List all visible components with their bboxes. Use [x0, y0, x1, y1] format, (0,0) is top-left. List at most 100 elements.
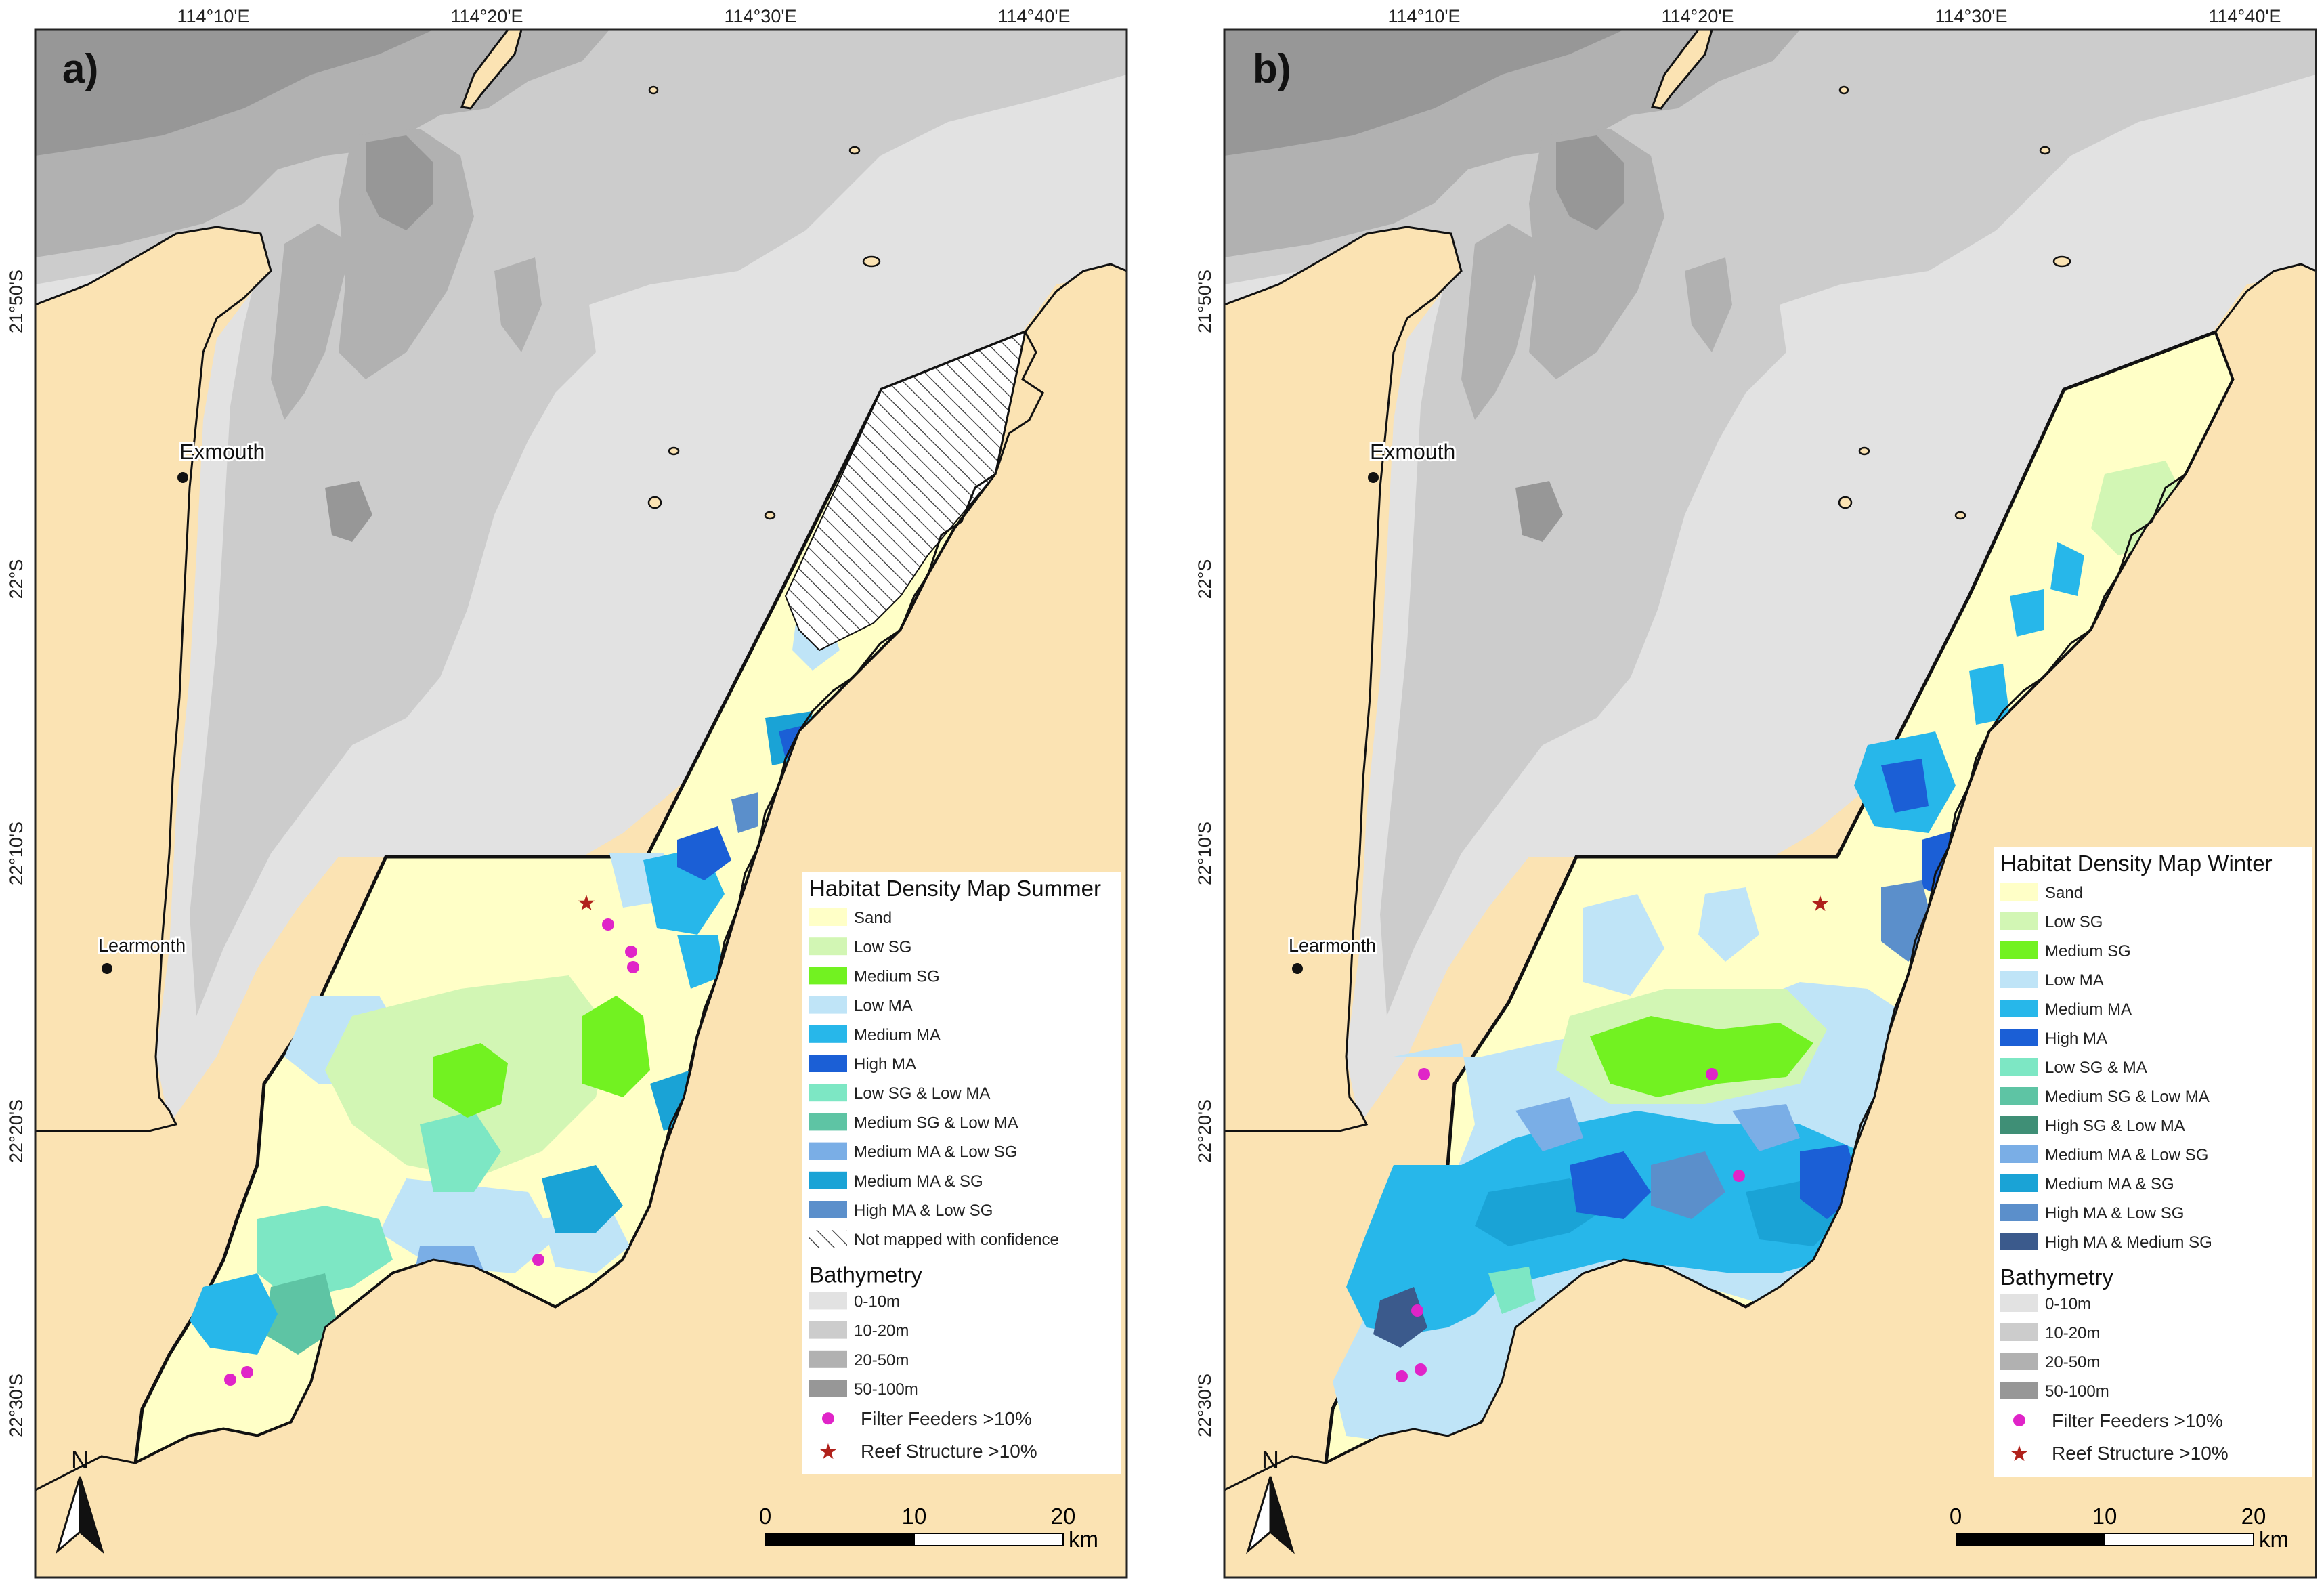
- legend-bathy-label: 10-20m: [2045, 1324, 2100, 1342]
- legend-swatch: [2000, 912, 2038, 930]
- lat-label: 21°50'S: [1195, 270, 1215, 333]
- legend-item-label: High MA & Medium SG: [2045, 1233, 2212, 1252]
- place-exmouth: Exmouth: [1370, 440, 1455, 464]
- legend-bathy-label: 20-50m: [854, 1351, 909, 1369]
- legend-item-label: Sand: [854, 909, 892, 927]
- lat-label: 22°30'S: [1195, 1374, 1215, 1437]
- scale-tick-label: 10: [902, 1504, 927, 1529]
- legend: Habitat Density Map Summer Sand Low SG Medi…: [802, 872, 1121, 1474]
- ocean-20-50m-shoal: [1461, 129, 1732, 420]
- reef-point: ★: [2313, 421, 2324, 445]
- legend-item-label: Medium SG: [854, 967, 940, 985]
- exmouth-dot: [1368, 472, 1379, 483]
- legend-swatch: [809, 908, 847, 926]
- ocean-50-100m: [35, 30, 433, 156]
- legend-swatch: [809, 1380, 847, 1397]
- north-arrow: N: [56, 1446, 104, 1554]
- legend-swatch: [2000, 1323, 2038, 1341]
- legend-item-label: Medium SG: [2045, 942, 2131, 960]
- panel-label: b): [1253, 46, 1291, 91]
- legend-swatch: [2000, 1294, 2038, 1312]
- lat-label: 21°50'S: [6, 270, 26, 333]
- legend-swatch: [2000, 1382, 2038, 1399]
- legend-item-label: Low MA: [2045, 971, 2104, 990]
- legend-swatch: [809, 1025, 847, 1043]
- legend-bathy-label: 50-100m: [2045, 1382, 2109, 1401]
- scale-bar: 0 10 20 km: [759, 1504, 1098, 1552]
- legend-bathy-label: 20-50m: [2045, 1353, 2100, 1372]
- legend-swatch: [809, 1171, 847, 1189]
- learmonth-dot: [1292, 963, 1303, 974]
- legend-bathy-label: 50-100m: [854, 1380, 918, 1399]
- legend-bathy-label: 0-10m: [854, 1292, 900, 1311]
- lat-label: 22°S: [6, 559, 26, 599]
- legend-item-label: Medium MA & SG: [2045, 1175, 2174, 1193]
- learmonth-dot: [102, 963, 112, 974]
- filter-feeder-point: [224, 1374, 236, 1386]
- scale-tick-label: 0: [1950, 1504, 1962, 1529]
- legend-reef-symbol: ★: [819, 1439, 838, 1464]
- legend-item-label: High MA & Low SG: [2045, 1204, 2184, 1223]
- legend-reef-label: Reef Structure >10%: [861, 1441, 1037, 1462]
- filter-feeder-point: [627, 961, 639, 973]
- legend-item-label: Medium SG & Low MA: [2045, 1088, 2210, 1106]
- islets: [1838, 85, 2071, 520]
- filter-feeder-point: [1415, 1363, 1427, 1376]
- legend-title: Habitat Density Map Winter: [2000, 851, 2273, 876]
- lat-label: 22°20'S: [6, 1099, 26, 1163]
- exmouth-dot: [177, 472, 188, 483]
- legend-swatch: [809, 996, 847, 1014]
- ocean-20-50m-shoal: [271, 129, 542, 420]
- legend-bathy-title: Bathymetry: [2000, 1265, 2113, 1290]
- north-arrow-label: N: [71, 1446, 89, 1474]
- legend-background: [802, 872, 1121, 1474]
- legend-bathy-title: Bathymetry: [809, 1262, 922, 1287]
- scale-tick-label: 20: [2241, 1504, 2266, 1529]
- panel-label: a): [62, 46, 98, 91]
- cape-peninsula: [35, 226, 272, 1132]
- habitat-patches: [1333, 461, 2186, 1449]
- scale-tick-label: 10: [2092, 1504, 2117, 1529]
- legend-swatch: [809, 1142, 847, 1160]
- lat-label: 22°20'S: [1195, 1099, 1215, 1163]
- lat-label: 22°S: [1195, 559, 1215, 599]
- legend-swatch: [809, 1084, 847, 1102]
- ocean-50-100m: [1224, 30, 1624, 156]
- filter-feeder-point: [1396, 1370, 1408, 1382]
- legend-swatch: [2000, 1087, 2038, 1105]
- filter-feeder-point: [1706, 1068, 1718, 1080]
- islets: [647, 85, 881, 520]
- legend-swatch: [2000, 1000, 2038, 1017]
- scale-tick-label: 20: [1051, 1504, 1076, 1529]
- island: [460, 30, 523, 110]
- legend-item-label: Medium MA: [2045, 1000, 2132, 1019]
- legend-item-label: Low SG & Low MA: [854, 1084, 990, 1103]
- legend-filter-symbol: [822, 1412, 834, 1425]
- legend-swatch: [2000, 1145, 2038, 1163]
- lon-label: 114°40'E: [2208, 6, 2281, 26]
- legend-bathy-label: 10-20m: [854, 1322, 909, 1340]
- legend-swatch: [809, 1230, 847, 1248]
- lat-label: 22°10'S: [1195, 822, 1215, 885]
- legend-swatch: [2000, 1353, 2038, 1370]
- legend-swatch: [2000, 971, 2038, 988]
- legend-item-label: High MA & Low SG: [854, 1202, 993, 1220]
- scale-bar: 0 10 20 km: [1950, 1504, 2289, 1552]
- north-arrow: N: [1246, 1446, 1295, 1554]
- legend-item-label: High MA: [854, 1055, 916, 1074]
- legend-item-label: Low SG & MA: [2045, 1059, 2147, 1077]
- legend-swatch: [809, 1055, 847, 1072]
- legend-swatch: [809, 1350, 847, 1368]
- legend-item-label: High MA: [2045, 1029, 2107, 1048]
- place-exmouth: Exmouth: [179, 440, 265, 464]
- place-learmonth: Learmonth: [1289, 935, 1376, 956]
- filter-feeder-point: [1418, 1068, 1430, 1080]
- legend-filter-symbol: [2013, 1414, 2025, 1426]
- lon-label: 114°10'E: [177, 6, 249, 26]
- legend-swatch: [2000, 1204, 2038, 1221]
- north-arrow-label: N: [1262, 1446, 1279, 1474]
- ocean-50-100m-deep: [325, 135, 433, 542]
- legend-item-label: Medium MA & SG: [854, 1172, 983, 1191]
- legend-item-label: Low SG: [854, 938, 911, 956]
- filter-feeder-points: [1396, 1068, 1745, 1382]
